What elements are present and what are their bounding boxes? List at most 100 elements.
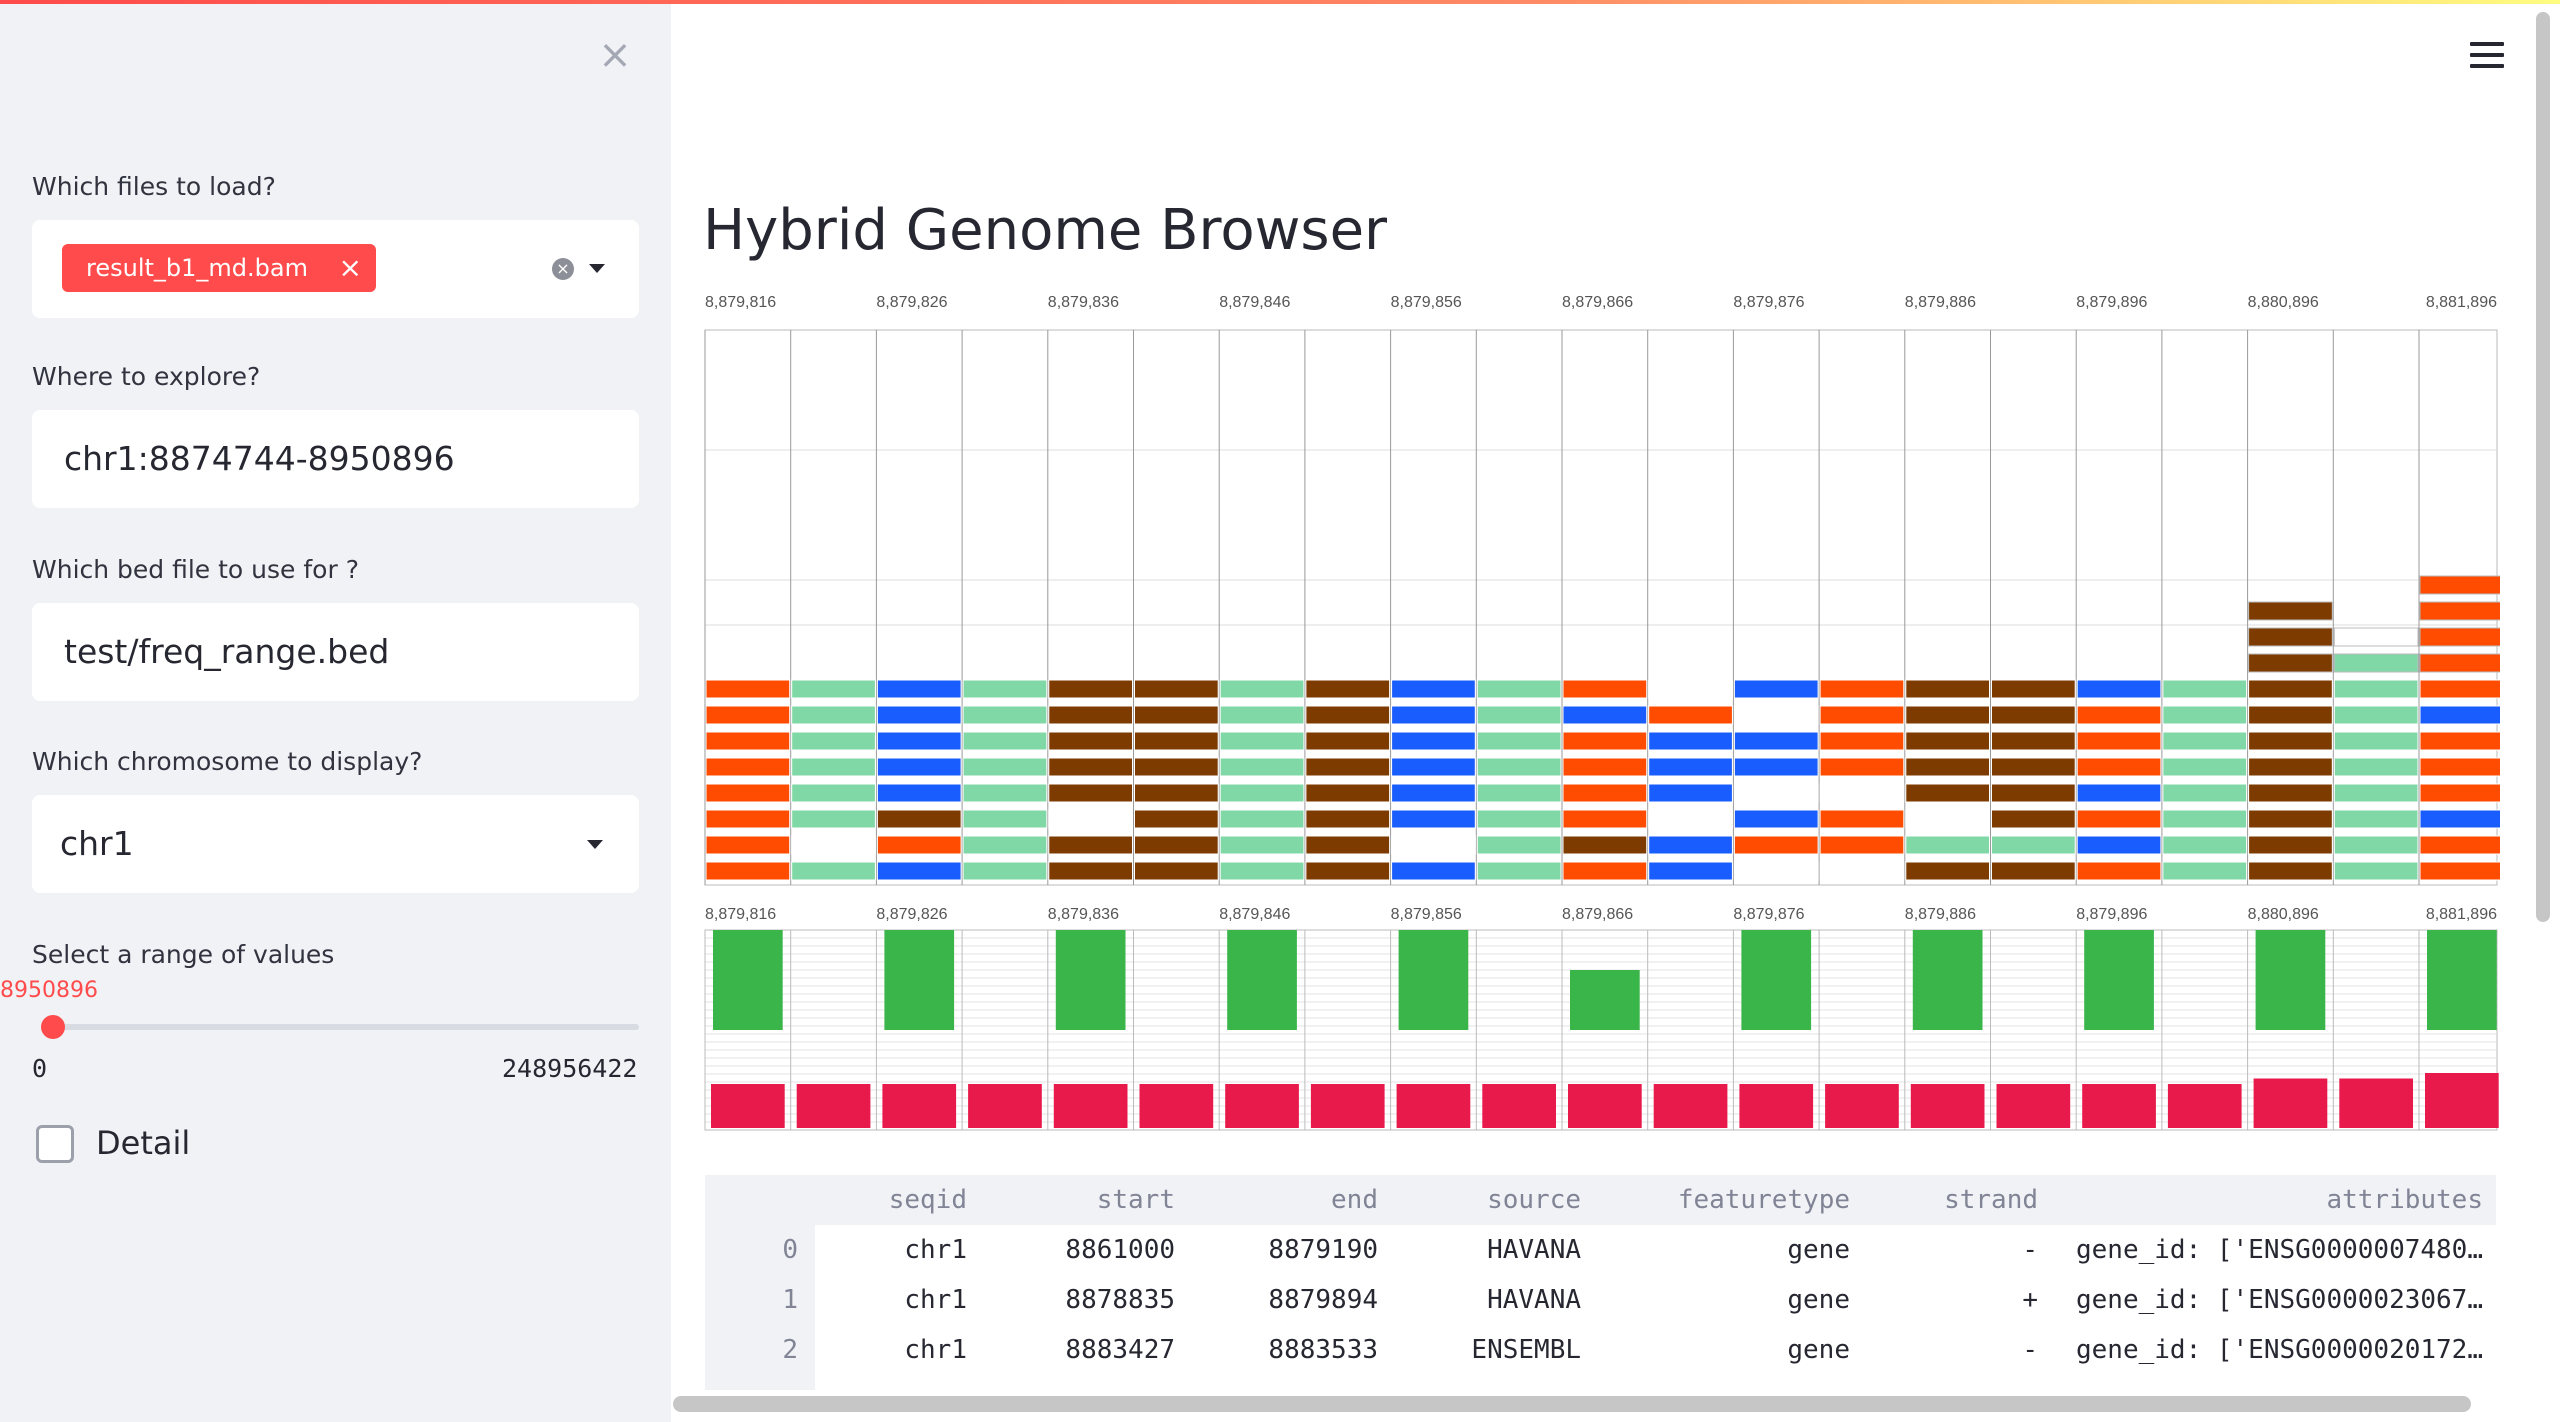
read-base-block (2248, 861, 2333, 881)
bed-input[interactable]: test/freq_range.bed (32, 603, 639, 701)
close-icon[interactable]: × (598, 32, 632, 78)
coverage-bar-green (1912, 930, 1983, 1030)
column-header-source[interactable]: source (1487, 1185, 1581, 1215)
column-header-seqid[interactable]: seqid (888, 1185, 967, 1215)
table-cell-seqid: chr1 (904, 1335, 967, 1365)
read-base-block (2419, 731, 2500, 751)
read-base-block (791, 861, 876, 881)
column-header-attributes[interactable]: attributes (2326, 1185, 2483, 1215)
position-tick-label: 8,879,856 (1391, 294, 1462, 311)
clear-all-icon[interactable]: × (552, 258, 574, 280)
read-base-block (1819, 861, 1905, 881)
position-tick-label: 8,879,876 (1733, 294, 1804, 311)
read-base-block (705, 757, 791, 777)
read-base-block (1048, 809, 1133, 829)
chrom-select[interactable]: chr1 (32, 795, 639, 893)
read-base-block (962, 731, 1048, 751)
coverage-bar-red (968, 1084, 1042, 1128)
read-base-block (1905, 783, 1991, 803)
read-base-block (1219, 731, 1305, 751)
column-header-start[interactable]: start (1096, 1185, 1175, 1215)
read-base-block (1048, 731, 1133, 751)
column-header-strand[interactable]: strand (1944, 1185, 2038, 1215)
read-base-block (2333, 757, 2419, 777)
column-header-featuretype[interactable]: featuretype (1677, 1185, 1850, 1215)
read-base-block (1134, 757, 1219, 777)
horizontal-scrollbar[interactable] (673, 1396, 2471, 1412)
slider-track[interactable] (52, 1024, 639, 1030)
position-tick-label: 8,879,866 (1562, 294, 1633, 311)
read-base-block (2333, 679, 2419, 699)
coverage-bar-red (711, 1084, 785, 1128)
read-base-block (1305, 757, 1391, 777)
read-base-block (962, 835, 1048, 855)
coverage-bar-red (1482, 1084, 1556, 1128)
read-base-block (1648, 731, 1733, 751)
bed-label: Which bed file to use for ? (32, 555, 359, 584)
read-base-block (1219, 679, 1305, 699)
read-base-block (1819, 731, 1905, 751)
read-base-block (791, 783, 876, 803)
read-base-block (705, 809, 791, 829)
coverage-bar-red (2167, 1084, 2242, 1128)
slider-thumb[interactable] (41, 1015, 65, 1039)
slider-max-value: 248956422 (502, 1054, 638, 1083)
read-base-block (1648, 783, 1733, 803)
read-base-block (2419, 653, 2500, 673)
position-tick-label: 8,881,896 (2426, 294, 2497, 311)
column-header-end[interactable]: end (1331, 1185, 1378, 1215)
read-base-block (2162, 705, 2248, 725)
coverage-bar-red (1739, 1084, 1814, 1128)
table-header (705, 1175, 2496, 1225)
read-base-block (2162, 679, 2248, 699)
read-base-block (2248, 601, 2333, 621)
table-cell-start: 8878835 (1065, 1285, 1175, 1315)
coverage-bar-red (2082, 1084, 2156, 1128)
read-base-block (1991, 731, 2076, 751)
read-base-block (1305, 731, 1391, 751)
read-base-block (1391, 705, 1476, 725)
coverage-bar-green (2255, 930, 2326, 1030)
read-base-block (1219, 809, 1305, 829)
files-multiselect[interactable]: result_b1_md.bam × × (32, 220, 639, 318)
read-base-block (2419, 861, 2500, 881)
read-base-block (2248, 731, 2333, 751)
chevron-down-icon[interactable] (587, 840, 603, 849)
read-base-block (1562, 757, 1648, 777)
slider-min-value: 0 (32, 1054, 48, 1083)
read-base-block (2419, 757, 2500, 777)
position-tick-label: 8,881,896 (2426, 906, 2497, 923)
read-base-block (1476, 809, 1562, 829)
vertical-scrollbar[interactable] (2536, 12, 2550, 922)
read-base-block (705, 861, 791, 881)
read-base-block (791, 809, 876, 829)
explore-input[interactable]: chr1:8874744-8950896 (32, 410, 639, 508)
hamburger-menu-icon[interactable] (2470, 42, 2504, 72)
read-base-block (1048, 783, 1133, 803)
chrom-select-value: chr1 (60, 824, 134, 863)
read-base-block (705, 835, 791, 855)
coverage-bar-red (1996, 1084, 2071, 1128)
read-base-block (1733, 705, 1819, 725)
read-base-block (1391, 757, 1476, 777)
read-base-block (1476, 705, 1562, 725)
read-base-block (1476, 731, 1562, 751)
read-base-block (1905, 731, 1991, 751)
remove-tag-icon[interactable]: × (338, 251, 362, 284)
read-base-block (2333, 705, 2419, 725)
read-base-block (1562, 705, 1648, 725)
sidebar: × Which files to load? result_b1_md.bam … (0, 0, 671, 1422)
read-base-block (962, 757, 1048, 777)
chevron-down-icon[interactable] (589, 264, 605, 273)
read-base-block (1648, 705, 1733, 725)
read-base-block (1134, 679, 1219, 699)
coverage-bar-green (1398, 930, 1469, 1030)
read-base-block (1476, 783, 1562, 803)
read-base-block (1562, 731, 1648, 751)
position-tick-label: 8,879,886 (1905, 294, 1976, 311)
read-base-block (1905, 861, 1991, 881)
detail-checkbox[interactable] (36, 1125, 74, 1163)
read-base-block (962, 861, 1048, 881)
read-base-block (1305, 705, 1391, 725)
read-base-block (1905, 705, 1991, 725)
